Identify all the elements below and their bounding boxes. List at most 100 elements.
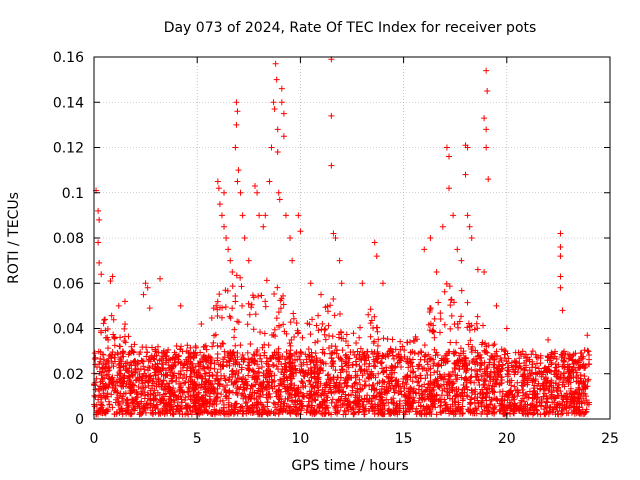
data-point-dense bbox=[361, 395, 368, 402]
data-point bbox=[276, 196, 283, 203]
data-point-dense bbox=[327, 302, 334, 309]
y-tick-label: 0.04 bbox=[53, 322, 84, 338]
data-point-dense bbox=[221, 354, 228, 361]
data-point-dense bbox=[293, 320, 300, 327]
data-point-dense bbox=[344, 374, 351, 381]
data-point-dense bbox=[116, 371, 123, 378]
data-point-dense bbox=[168, 378, 175, 385]
data-point-dense bbox=[344, 354, 351, 361]
data-point-dense bbox=[358, 396, 365, 403]
data-point-dense bbox=[537, 385, 544, 392]
data-point-dense bbox=[559, 395, 566, 402]
data-point-dense bbox=[286, 358, 293, 365]
data-point-dense bbox=[431, 315, 438, 322]
data-point-dense bbox=[475, 376, 482, 383]
data-point-dense bbox=[149, 362, 156, 369]
data-point bbox=[140, 291, 147, 298]
data-point-dense bbox=[335, 354, 342, 361]
data-point-dense bbox=[371, 401, 378, 408]
data-point-dense bbox=[94, 407, 101, 414]
data-point-dense bbox=[468, 394, 475, 401]
data-point-dense bbox=[486, 394, 493, 401]
data-point-dense bbox=[424, 372, 431, 379]
data-point-dense bbox=[273, 315, 280, 322]
data-point-dense bbox=[443, 355, 450, 362]
data-point-dense bbox=[200, 344, 207, 351]
data-point-dense bbox=[529, 370, 536, 377]
data-point-dense bbox=[162, 407, 169, 414]
data-point bbox=[287, 235, 294, 241]
data-point-dense bbox=[250, 326, 257, 333]
data-point-dense bbox=[226, 362, 233, 369]
data-point bbox=[371, 239, 378, 246]
data-point-dense bbox=[369, 408, 376, 415]
data-point-dense bbox=[371, 385, 378, 392]
data-point-dense bbox=[530, 385, 537, 392]
data-point-dense bbox=[203, 357, 210, 364]
data-point-dense bbox=[451, 350, 458, 357]
data-point-dense bbox=[434, 375, 441, 382]
data-point-dense bbox=[427, 390, 434, 397]
data-point-dense bbox=[427, 306, 434, 313]
data-point bbox=[439, 223, 446, 230]
data-point-dense bbox=[194, 382, 201, 389]
data-point-dense bbox=[554, 401, 561, 408]
data-point-dense bbox=[479, 401, 486, 408]
data-point-dense bbox=[139, 358, 146, 365]
data-point-dense bbox=[130, 386, 137, 393]
data-point-dense bbox=[114, 379, 121, 386]
data-point-dense bbox=[112, 399, 119, 406]
data-point-dense bbox=[419, 365, 426, 372]
data-point bbox=[237, 189, 244, 196]
data-point-dense bbox=[371, 358, 378, 365]
data-point-dense bbox=[170, 354, 177, 361]
data-point-dense bbox=[362, 405, 369, 412]
data-point-dense bbox=[275, 345, 282, 352]
data-point-dense bbox=[275, 366, 282, 373]
data-point-dense bbox=[506, 379, 513, 386]
data-point-dense bbox=[269, 361, 276, 368]
data-point-dense bbox=[538, 399, 545, 406]
data-point-dense bbox=[276, 394, 283, 401]
data-point-dense bbox=[427, 408, 434, 415]
data-point-dense bbox=[437, 316, 444, 323]
data-point-dense bbox=[421, 353, 428, 360]
data-point-dense bbox=[176, 352, 183, 359]
data-point-dense bbox=[431, 334, 438, 341]
data-point-dense bbox=[481, 378, 488, 385]
data-point-dense bbox=[493, 396, 500, 403]
data-point-dense bbox=[276, 323, 283, 330]
data-point-dense bbox=[120, 383, 127, 390]
data-point-dense bbox=[322, 336, 329, 343]
data-point-dense bbox=[158, 349, 165, 356]
data-point-dense bbox=[237, 403, 244, 410]
data-point-dense bbox=[101, 316, 108, 323]
data-point-dense bbox=[192, 363, 199, 370]
data-point-dense bbox=[229, 283, 236, 290]
data-point-dense bbox=[227, 315, 234, 322]
data-point-dense bbox=[312, 339, 319, 346]
data-point-dense bbox=[508, 382, 515, 389]
data-point-dense bbox=[164, 349, 171, 356]
y-tick-label: 0.02 bbox=[53, 367, 84, 383]
data-point-dense bbox=[143, 400, 150, 407]
data-point-dense bbox=[496, 363, 503, 370]
data-point-dense bbox=[479, 322, 486, 329]
data-point-dense bbox=[480, 391, 487, 398]
data-point-dense bbox=[370, 381, 377, 388]
data-point-dense bbox=[218, 314, 225, 321]
data-point-dense bbox=[297, 389, 304, 396]
data-point-dense bbox=[105, 358, 112, 365]
data-point-dense bbox=[279, 409, 286, 416]
data-point-dense bbox=[515, 407, 522, 414]
data-point-dense bbox=[365, 375, 372, 382]
data-point-dense bbox=[234, 318, 241, 325]
data-point bbox=[115, 302, 122, 309]
data-point-dense bbox=[272, 333, 279, 340]
data-point-dense bbox=[356, 362, 363, 369]
data-point-dense bbox=[95, 396, 102, 403]
data-point-dense bbox=[563, 390, 570, 397]
data-point-dense bbox=[452, 376, 459, 383]
data-point-dense bbox=[529, 377, 536, 384]
data-point-dense bbox=[319, 405, 326, 412]
